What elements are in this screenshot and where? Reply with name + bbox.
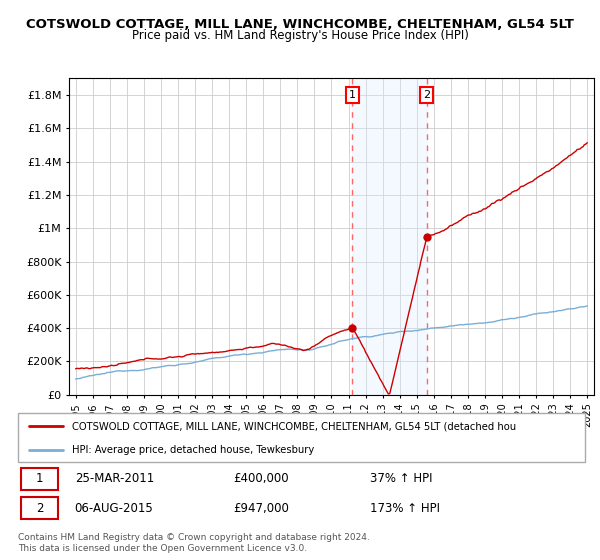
Text: 1: 1 — [349, 90, 356, 100]
Text: 25-MAR-2011: 25-MAR-2011 — [75, 473, 154, 486]
Bar — [352, 78, 427, 395]
FancyBboxPatch shape — [21, 497, 58, 520]
Text: 2: 2 — [423, 90, 430, 100]
Text: COTSWOLD COTTAGE, MILL LANE, WINCHCOMBE, CHELTENHAM, GL54 5LT: COTSWOLD COTTAGE, MILL LANE, WINCHCOMBE,… — [26, 18, 574, 31]
Text: COTSWOLD COTTAGE, MILL LANE, WINCHCOMBE, CHELTENHAM, GL54 5LT (detached hou: COTSWOLD COTTAGE, MILL LANE, WINCHCOMBE,… — [72, 421, 516, 431]
Text: 2: 2 — [36, 502, 43, 515]
Text: Contains HM Land Registry data © Crown copyright and database right 2024.
This d: Contains HM Land Registry data © Crown c… — [18, 533, 370, 553]
Text: 1: 1 — [36, 473, 43, 486]
FancyBboxPatch shape — [21, 468, 58, 490]
Text: £400,000: £400,000 — [233, 473, 289, 486]
Text: 06-AUG-2015: 06-AUG-2015 — [75, 502, 154, 515]
Text: Price paid vs. HM Land Registry's House Price Index (HPI): Price paid vs. HM Land Registry's House … — [131, 29, 469, 42]
Text: 37% ↑ HPI: 37% ↑ HPI — [370, 473, 432, 486]
Text: 173% ↑ HPI: 173% ↑ HPI — [370, 502, 440, 515]
Text: £947,000: £947,000 — [233, 502, 289, 515]
Text: HPI: Average price, detached house, Tewkesbury: HPI: Average price, detached house, Tewk… — [72, 445, 314, 455]
